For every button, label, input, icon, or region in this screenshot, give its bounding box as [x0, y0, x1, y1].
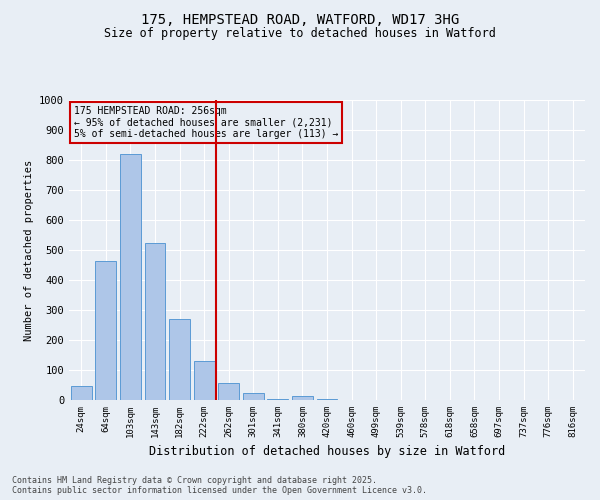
- Bar: [194, 361, 215, 400]
- Bar: [218, 383, 239, 400]
- X-axis label: Distribution of detached houses by size in Watford: Distribution of detached houses by size …: [149, 446, 505, 458]
- Text: Size of property relative to detached houses in Watford: Size of property relative to detached ho…: [104, 28, 496, 40]
- Bar: [268, 399, 289, 400]
- Text: 175 HEMPSTEAD ROAD: 256sqm
← 95% of detached houses are smaller (2,231)
5% of se: 175 HEMPSTEAD ROAD: 256sqm ← 95% of deta…: [74, 106, 338, 139]
- Bar: [95, 262, 116, 400]
- Text: Contains HM Land Registry data © Crown copyright and database right 2025.
Contai: Contains HM Land Registry data © Crown c…: [12, 476, 427, 495]
- Bar: [145, 243, 166, 400]
- Bar: [71, 386, 92, 400]
- Bar: [292, 396, 313, 400]
- Text: 175, HEMPSTEAD ROAD, WATFORD, WD17 3HG: 175, HEMPSTEAD ROAD, WATFORD, WD17 3HG: [141, 12, 459, 26]
- Bar: [169, 319, 190, 400]
- Bar: [120, 154, 141, 400]
- Bar: [243, 394, 264, 400]
- Y-axis label: Number of detached properties: Number of detached properties: [23, 160, 34, 340]
